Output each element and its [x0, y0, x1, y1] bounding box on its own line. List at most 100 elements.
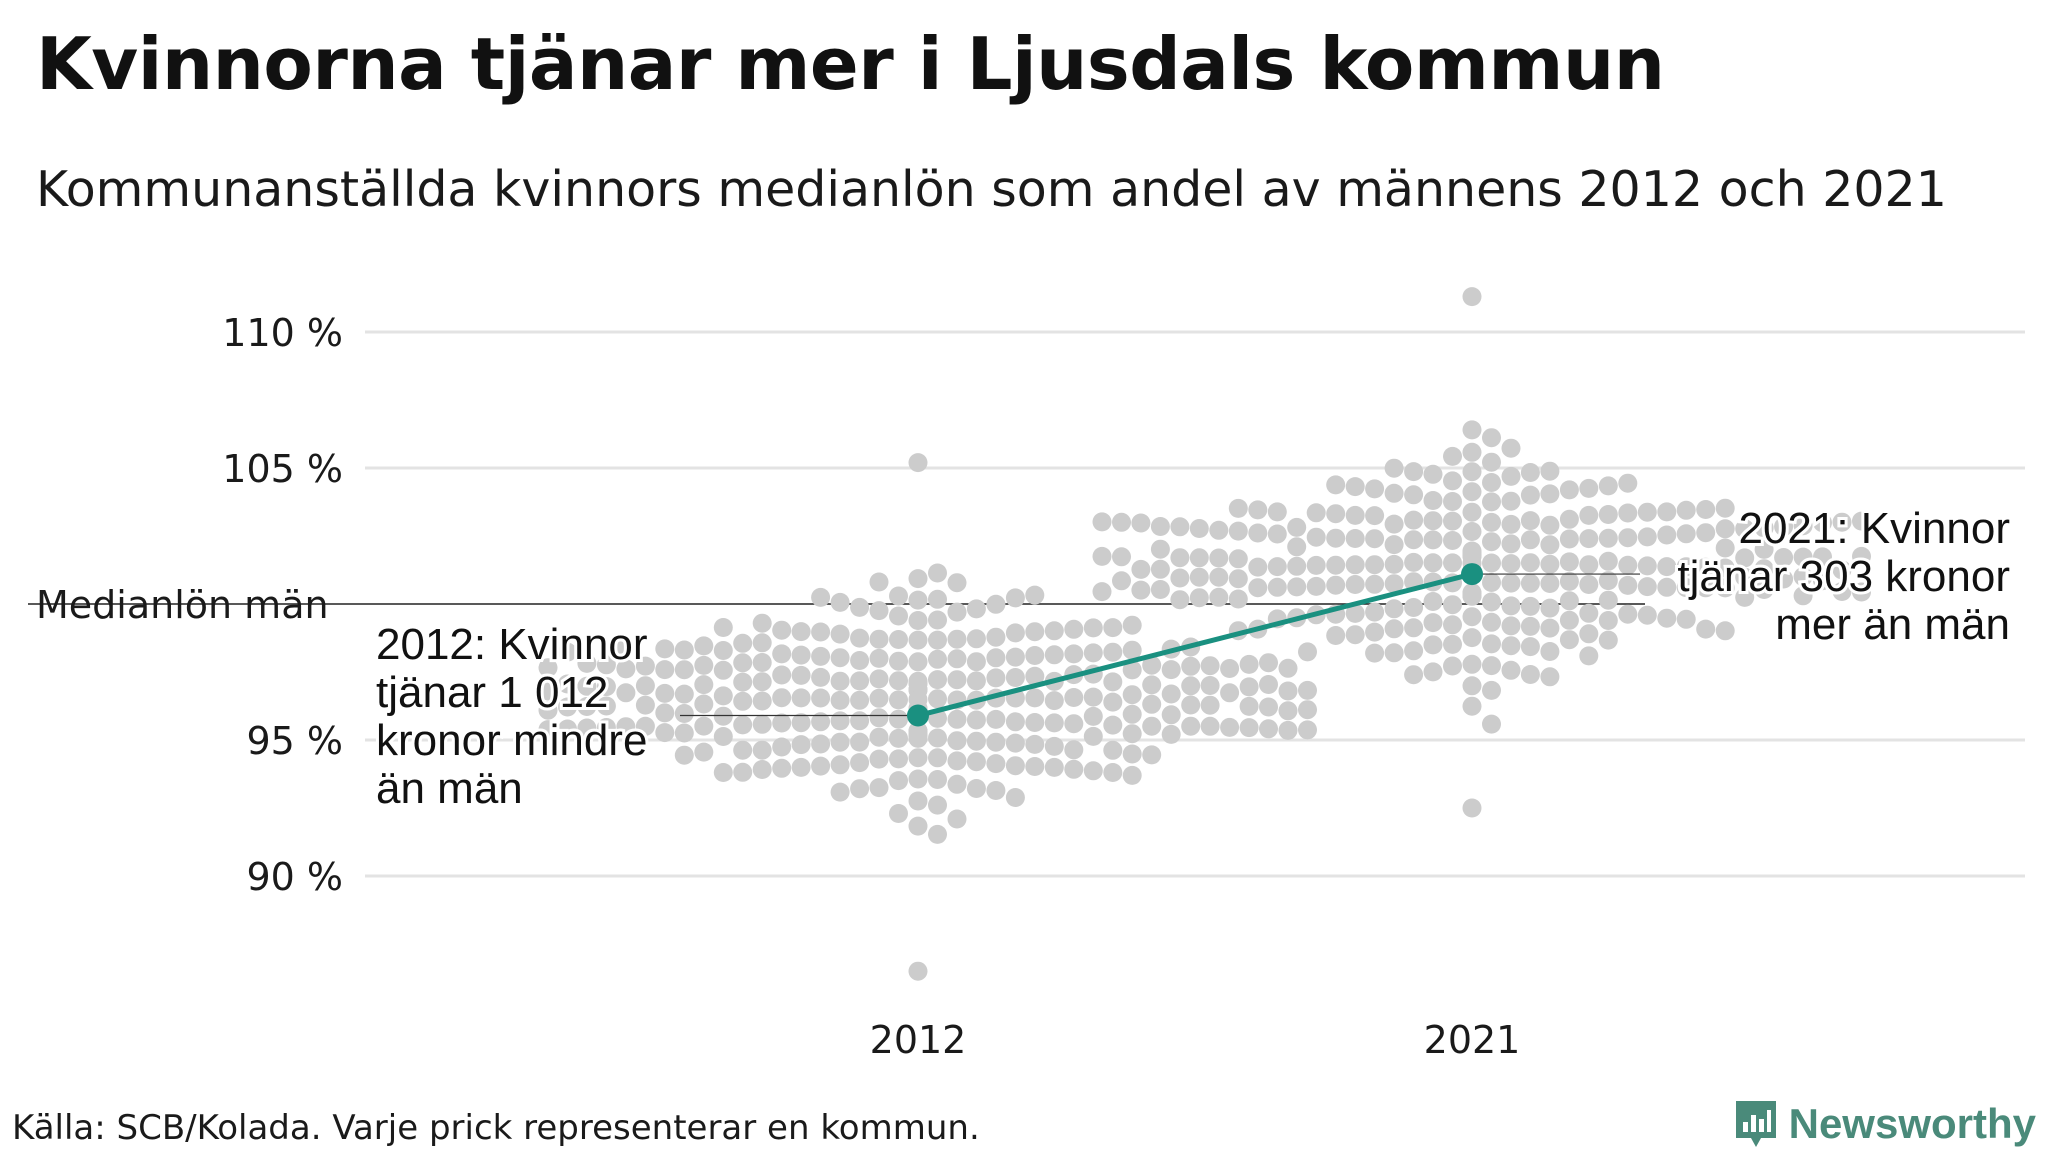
municipality-dot: [558, 674, 577, 694]
municipality-dot: [1657, 608, 1677, 628]
municipality-dot: [1832, 582, 1852, 601]
municipality-dot: [928, 589, 947, 609]
municipality-dot: [928, 728, 947, 748]
municipality-dot: [1326, 626, 1346, 645]
municipality-dot: [1131, 513, 1151, 533]
municipality-dot: [1044, 691, 1064, 711]
municipality-dot: [1142, 694, 1162, 714]
municipality-dot: [1025, 622, 1045, 642]
municipality-dot: [577, 718, 597, 738]
municipality-dot: [1462, 442, 1482, 462]
municipality-dot: [1404, 641, 1424, 661]
municipality-dot: [1064, 644, 1084, 664]
municipality-dot: [1735, 587, 1755, 607]
municipality-dot: [850, 690, 870, 710]
municipality-dot: [908, 961, 928, 981]
municipality-dot: [791, 735, 811, 755]
municipality-dot: [869, 601, 889, 621]
municipality-dot: [1287, 556, 1307, 576]
municipality-dot: [1122, 765, 1142, 785]
municipality-dot: [1384, 554, 1404, 574]
municipality-dot: [1005, 712, 1025, 732]
municipality-dot: [1715, 621, 1735, 641]
municipality-dot: [986, 781, 1006, 800]
municipality-dot: [1345, 477, 1365, 497]
municipality-dot: [1345, 505, 1365, 525]
highlight-point: [1461, 563, 1483, 586]
municipality-dot: [1618, 528, 1638, 548]
municipality-dot: [1267, 557, 1287, 577]
municipality-dot: [1637, 556, 1657, 576]
municipality-dot: [869, 648, 889, 668]
municipality-dot: [1540, 574, 1560, 593]
municipality-dot: [1696, 578, 1716, 598]
municipality-dot: [1676, 500, 1696, 520]
municipality-dot: [1579, 624, 1599, 644]
municipality-dot: [1715, 498, 1735, 518]
municipality-dot: [1482, 634, 1501, 654]
municipality-dot: [1443, 615, 1462, 635]
municipality-dot: [1384, 514, 1404, 534]
municipality-dot: [1239, 696, 1259, 716]
municipality-dot: [1715, 519, 1735, 539]
municipality-dot: [1142, 675, 1162, 695]
municipality-dot: [1326, 575, 1346, 595]
municipality-dot: [908, 728, 928, 748]
municipality-dot: [1200, 716, 1220, 736]
municipality-dot: [1676, 609, 1696, 629]
annotation-2021: 2021: Kvinnor tjänar 303 kronor mer än män: [1677, 504, 2010, 649]
municipality-dot: [1598, 611, 1618, 630]
municipality-dot: [830, 592, 850, 612]
municipality-dot: [1404, 598, 1424, 617]
municipality-dot: [1005, 756, 1025, 776]
municipality-dot: [1443, 511, 1462, 531]
municipality-dot: [1774, 548, 1794, 567]
municipality-dot: [1443, 446, 1462, 466]
municipality-dot: [1754, 559, 1774, 579]
municipality-dot: [1735, 567, 1755, 587]
municipality-dot: [947, 774, 967, 794]
municipality-dot: [1131, 559, 1151, 579]
municipality-dot: [1754, 539, 1774, 559]
municipality-dot: [1122, 744, 1142, 764]
municipality-dot: [889, 709, 908, 729]
municipality-dot: [1365, 643, 1385, 663]
municipality-dot: [908, 569, 928, 589]
municipality-dot: [1161, 724, 1181, 744]
municipality-dot: [752, 672, 772, 692]
municipality-dot: [1443, 553, 1462, 573]
municipality-dot: [577, 653, 597, 673]
municipality-dot: [596, 655, 616, 675]
municipality-dot: [1150, 517, 1170, 536]
municipality-dot: [1365, 479, 1385, 499]
municipality-dot: [1384, 619, 1404, 639]
municipality-dot: [1150, 559, 1170, 579]
municipality-dot: [1025, 646, 1045, 665]
municipality-dot: [850, 628, 870, 648]
municipality-dot: [1209, 520, 1229, 540]
municipality-dot: [1092, 582, 1112, 602]
municipality-dot: [1520, 530, 1540, 550]
municipality-dot: [908, 816, 928, 836]
municipality-dot: [772, 713, 792, 733]
municipality-dot: [1306, 576, 1326, 596]
municipality-dot: [1618, 503, 1638, 523]
municipality-dot: [1482, 680, 1501, 700]
municipality-dot: [1657, 557, 1677, 577]
municipality-dot: [947, 731, 967, 751]
municipality-dot: [889, 630, 908, 649]
annotation-2012: 2012: Kvinnor tjänar 1 012 kronor mindre än…: [376, 620, 648, 813]
municipality-dot: [869, 669, 889, 689]
newsworthy-logo[interactable]: Newsworthy: [1733, 1098, 2036, 1150]
municipality-dot: [1637, 527, 1657, 547]
municipality-dot: [1443, 492, 1462, 511]
municipality-dot: [1384, 643, 1404, 663]
municipality-dot: [1754, 580, 1774, 599]
municipality-dot: [1150, 539, 1170, 559]
municipality-dot: [1220, 683, 1240, 703]
municipality-dot: [694, 636, 714, 656]
municipality-dot: [986, 627, 1006, 647]
municipality-dot: [616, 638, 636, 658]
municipality-dot: [1404, 618, 1424, 638]
municipality-dot: [713, 686, 733, 706]
